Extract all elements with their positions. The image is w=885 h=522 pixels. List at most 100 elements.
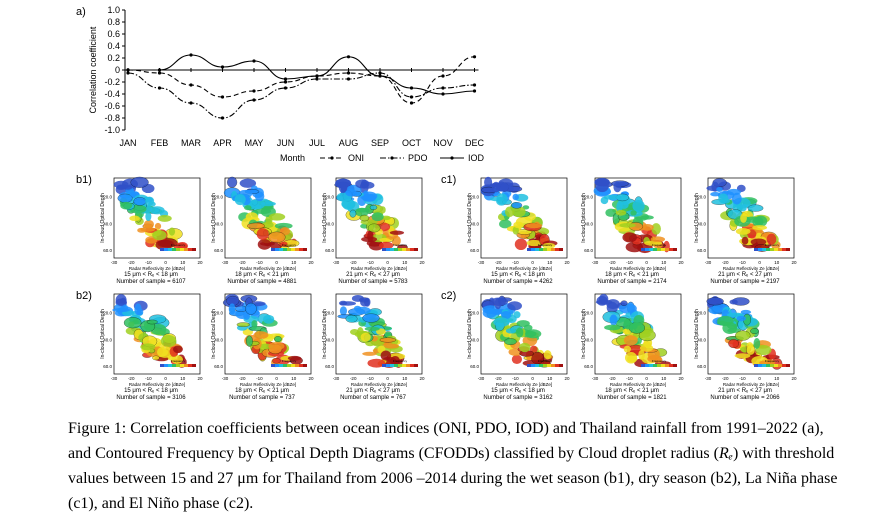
colorbar-segment xyxy=(669,364,673,367)
radius-range-label: 15 μm < Rₑ < 18 μm xyxy=(491,272,545,278)
colorbar-label: Frequency xyxy=(652,243,667,247)
cfodd-panel-b1-1: Frequency 20.0 40.0 60.0 -30 -20 -10 0 10 20 Radar… xyxy=(96,176,206,288)
frequency-contour xyxy=(173,345,183,354)
frequency-contour xyxy=(245,302,257,315)
series-iod-point xyxy=(378,74,382,78)
y-tick-label: 0.4 xyxy=(107,41,120,51)
y-axis-label: In-cloud Optical Depth xyxy=(694,309,700,359)
cfodd-panel-b1-3: Frequency 20.0 40.0 60.0 -30 -20 -10 0 10 20 Radar… xyxy=(318,176,428,288)
x-tick-label: -20 xyxy=(722,376,729,381)
frequency-contour xyxy=(740,309,752,315)
x-tick-label: -20 xyxy=(609,260,616,265)
x-tick-label: -20 xyxy=(350,376,357,381)
y-tick-label: 40.0 xyxy=(214,337,223,342)
y-axis-label: In-cloud Optical Depth xyxy=(581,309,587,359)
frequency-contour xyxy=(525,329,542,339)
x-tick-label: 20 xyxy=(419,376,425,381)
frequency-contour xyxy=(256,228,269,240)
legend-label: ONI xyxy=(348,153,364,163)
colorbar-segment xyxy=(661,248,665,251)
x-tick-label: 10 xyxy=(661,260,667,265)
frequency-contour xyxy=(378,241,394,250)
x-tick-label: 10 xyxy=(774,376,780,381)
frequency-contour xyxy=(741,236,749,245)
frequency-contour xyxy=(146,319,158,325)
y-tick-label: 20.0 xyxy=(325,311,334,316)
y-tick-label: 20.0 xyxy=(325,195,334,200)
frequency-contour xyxy=(247,222,265,229)
x-tick-label: -10 xyxy=(626,376,633,381)
sample-count-label: Number of sample = 767 xyxy=(340,395,406,401)
colorbar-segment xyxy=(291,248,295,251)
colorbar-segment xyxy=(653,364,657,367)
cfodd-plot: Frequency 20.0 40.0 60.0 -30 -20 -10 0 10 20 Radar… xyxy=(100,293,203,387)
sample-count-label: Number of sample = 3162 xyxy=(483,395,553,401)
frequency-contour xyxy=(489,196,505,202)
frequency-contour xyxy=(505,328,517,334)
panel-c2-label: c2) xyxy=(441,290,457,302)
frequency-contour xyxy=(708,306,722,315)
x-tick-label: DEC xyxy=(465,138,485,148)
series-iod-point xyxy=(220,65,225,69)
series-pdo-point xyxy=(283,86,288,90)
frequency-contour xyxy=(595,299,613,305)
frequency-contour xyxy=(355,179,370,189)
frequency-contour xyxy=(123,317,142,329)
frequency-contour xyxy=(604,324,621,331)
frequency-contour xyxy=(519,342,531,353)
series-iod-point xyxy=(409,86,414,90)
y-tick-label: 40.0 xyxy=(697,221,706,226)
frequency-contour xyxy=(359,214,370,222)
cfodd-plot: Frequency 20.0 40.0 60.0 -30 -20 -10 0 10 20 Radar… xyxy=(694,293,797,387)
frequency-contour xyxy=(338,300,348,306)
frequency-contour xyxy=(753,338,761,349)
frequency-contour xyxy=(280,241,288,246)
y-tick-label: 0.2 xyxy=(107,53,120,63)
frequency-contour xyxy=(718,193,729,204)
sample-count-label: Number of sample = 3106 xyxy=(116,395,186,401)
x-tick-label: -10 xyxy=(367,376,374,381)
frequency-contour xyxy=(263,314,275,324)
cfodd-plot: Frequency 20.0 40.0 60.0 -30 -20 -10 0 10 20 Radar… xyxy=(467,293,570,387)
frequency-contour xyxy=(504,206,515,218)
series-pdo-point xyxy=(472,83,477,87)
frequency-contour xyxy=(367,223,381,233)
colorbar-segment xyxy=(782,364,786,367)
x-tick-label: -20 xyxy=(239,260,246,265)
cfodd-panel-b2-1: Frequency 20.0 40.0 60.0 -30 -20 -10 0 10 20 Radar… xyxy=(96,292,206,404)
y-axis-label: In-cloud Optical Depth xyxy=(100,309,106,359)
series-oni-point xyxy=(220,95,225,99)
y-tick-label: 0 xyxy=(115,65,120,75)
series-iod-point xyxy=(157,68,162,72)
colorbar-segment xyxy=(164,248,168,251)
y-tick-label: 40.0 xyxy=(103,337,112,342)
colorbar-segment xyxy=(551,248,555,251)
cfodd-plot: Frequency 20.0 40.0 60.0 -30 -20 -10 0 10 20 Radar… xyxy=(211,293,314,387)
x-tick-label: 20 xyxy=(791,376,797,381)
series-iod-point xyxy=(189,53,193,57)
y-tick-label: 20.0 xyxy=(584,195,593,200)
colorbar-segment xyxy=(160,248,164,251)
colorbar-segment xyxy=(402,364,406,367)
frequency-contour xyxy=(257,239,272,250)
colorbar-segment xyxy=(279,364,283,367)
colorbar-label: Frequency xyxy=(171,359,186,363)
colorbar-segment xyxy=(665,364,669,367)
x-tick-label: 0 xyxy=(164,260,167,265)
colorbar-segment xyxy=(390,248,394,251)
cfodd-plot: Frequency 20.0 40.0 60.0 -30 -20 -10 0 10 20 Radar… xyxy=(467,176,570,271)
y-axis-label: In-cloud Optical Depth xyxy=(467,193,473,243)
frequency-contour xyxy=(234,194,246,206)
frequency-contour xyxy=(369,205,378,210)
colorbar-segment xyxy=(160,364,164,367)
frequency-contour xyxy=(140,227,156,232)
colorbar-segment xyxy=(754,248,758,251)
x-tick-label: 0 xyxy=(645,376,648,381)
frequency-contour xyxy=(244,205,252,211)
frequency-contour xyxy=(504,338,517,345)
x-tick-label: -30 xyxy=(705,260,712,265)
y-axis-label: In-cloud Optical Depth xyxy=(322,193,328,243)
x-tick-label: -30 xyxy=(333,376,340,381)
sample-count-label: Number of sample = 2066 xyxy=(710,395,780,401)
cfodd-plot: Frequency 20.0 40.0 60.0 -30 -20 -10 0 10 20 Radar… xyxy=(581,177,684,271)
